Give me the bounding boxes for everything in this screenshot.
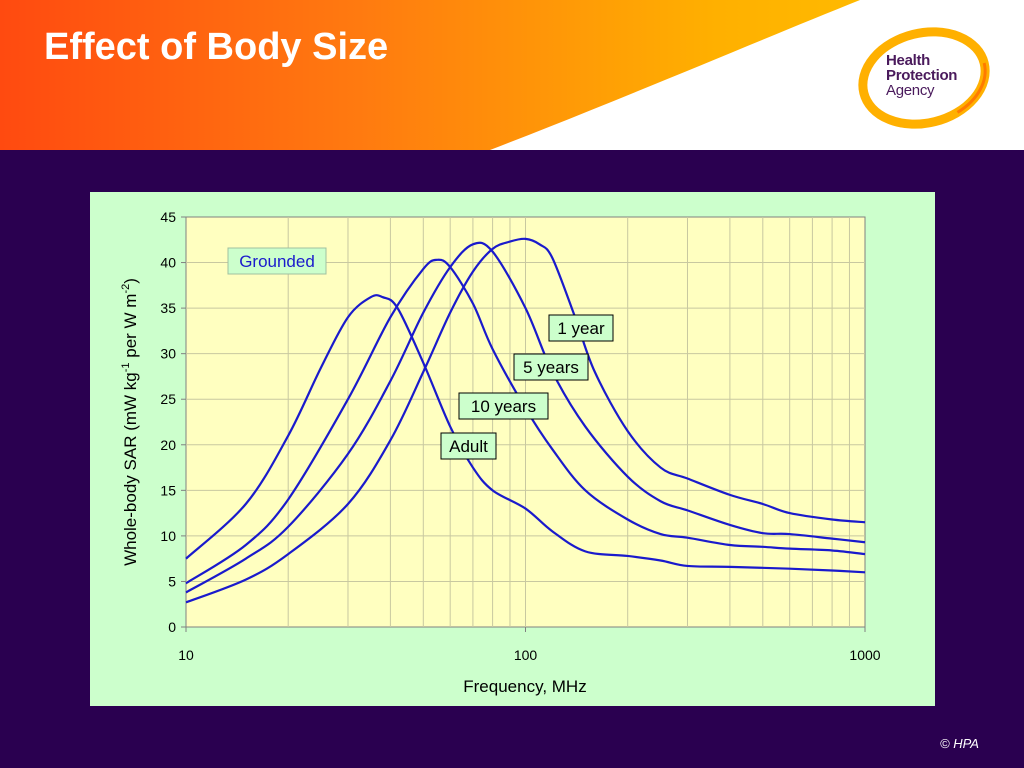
series-line-1-year (185, 237, 866, 604)
series-label-10-years: 10 years (471, 397, 536, 416)
logo-line-agency: Agency (886, 82, 935, 99)
y-tick-label: 25 (160, 391, 176, 407)
y-axis-label: Whole-body SAR (mW kg-1 per W m-2) (120, 278, 140, 566)
grounded-annotation: Grounded (239, 252, 315, 271)
y-tick-label: 15 (160, 482, 176, 498)
sar-frequency-chart: 0 5 10 15 20 25 30 35 40 45 10 100 1000 1 year 5 year… (120, 209, 881, 696)
series-line-5-years (185, 241, 866, 594)
grid-lines (186, 217, 865, 627)
y-tick-label: 30 (160, 346, 176, 362)
hpa-logo-icon (858, 27, 990, 129)
slide-header (0, 0, 1024, 150)
slide-title: Effect of Body Size (44, 26, 389, 68)
y-tick-label: 45 (160, 209, 176, 225)
logo-line-health: Health (886, 52, 931, 69)
y-tick-label: 0 (168, 619, 176, 635)
series-labels: 1 year 5 years 10 years Adult Grounded (227, 247, 614, 460)
y-tick-label: 10 (160, 528, 176, 544)
y-tick-label: 40 (160, 255, 176, 271)
copyright-text: © HPA (940, 736, 979, 751)
series-label-box-adult (440, 432, 497, 460)
logo-line-protection: Protection (886, 67, 958, 84)
y-tick-label: 20 (160, 437, 176, 453)
series-label-box-5-years (513, 353, 589, 381)
series-label-1-year: 1 year (557, 319, 605, 338)
x-tick-label: 10 (178, 647, 194, 663)
series-lines (185, 237, 866, 604)
series-label-box-10-years (458, 392, 549, 420)
x-tick-label: 100 (514, 647, 538, 663)
grounded-annotation-box (227, 247, 327, 275)
x-axis-label: Frequency, MHz (463, 677, 586, 696)
chart-area: 0 5 10 15 20 25 30 35 40 45 10 100 1000 1 year 5 year… (90, 192, 935, 706)
series-label-adult: Adult (449, 437, 488, 456)
logo-text: Health Protection Agency (886, 53, 996, 98)
series-line-adult (185, 294, 866, 574)
y-tick-label: 5 (168, 573, 176, 589)
series-label-box-1-year (548, 314, 614, 342)
header-white-swoosh (490, 0, 1024, 150)
axes: 0 5 10 15 20 25 30 35 40 45 10 100 1000 (160, 209, 880, 663)
series-label-5-years: 5 years (523, 358, 579, 377)
x-tick-label: 1000 (849, 647, 880, 663)
y-tick-label: 35 (160, 300, 176, 316)
